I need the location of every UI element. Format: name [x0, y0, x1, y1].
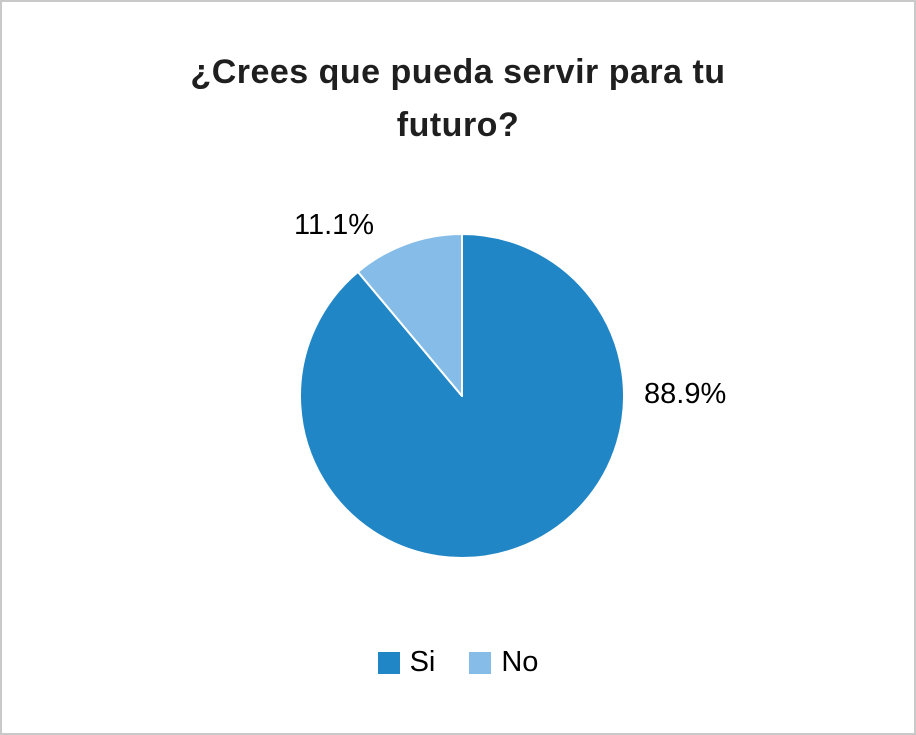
pie-slices [299, 233, 625, 559]
legend-swatch-si [377, 651, 400, 674]
chart-legend: Si No [2, 646, 914, 679]
legend-item-no: No [469, 646, 538, 679]
pie-slice-no [356, 233, 463, 397]
chart-title: ¿Crees que pueda servir para tu futuro? [190, 53, 726, 144]
legend-item-si: Si [377, 646, 436, 679]
pie-chart [299, 233, 625, 559]
legend-label-no: No [501, 646, 539, 678]
slice-label-no: 11.1% [294, 209, 375, 241]
slice-label-si: 88.9% [644, 378, 727, 410]
legend-label-si: Si [409, 646, 436, 678]
legend-swatch-no [469, 651, 492, 674]
